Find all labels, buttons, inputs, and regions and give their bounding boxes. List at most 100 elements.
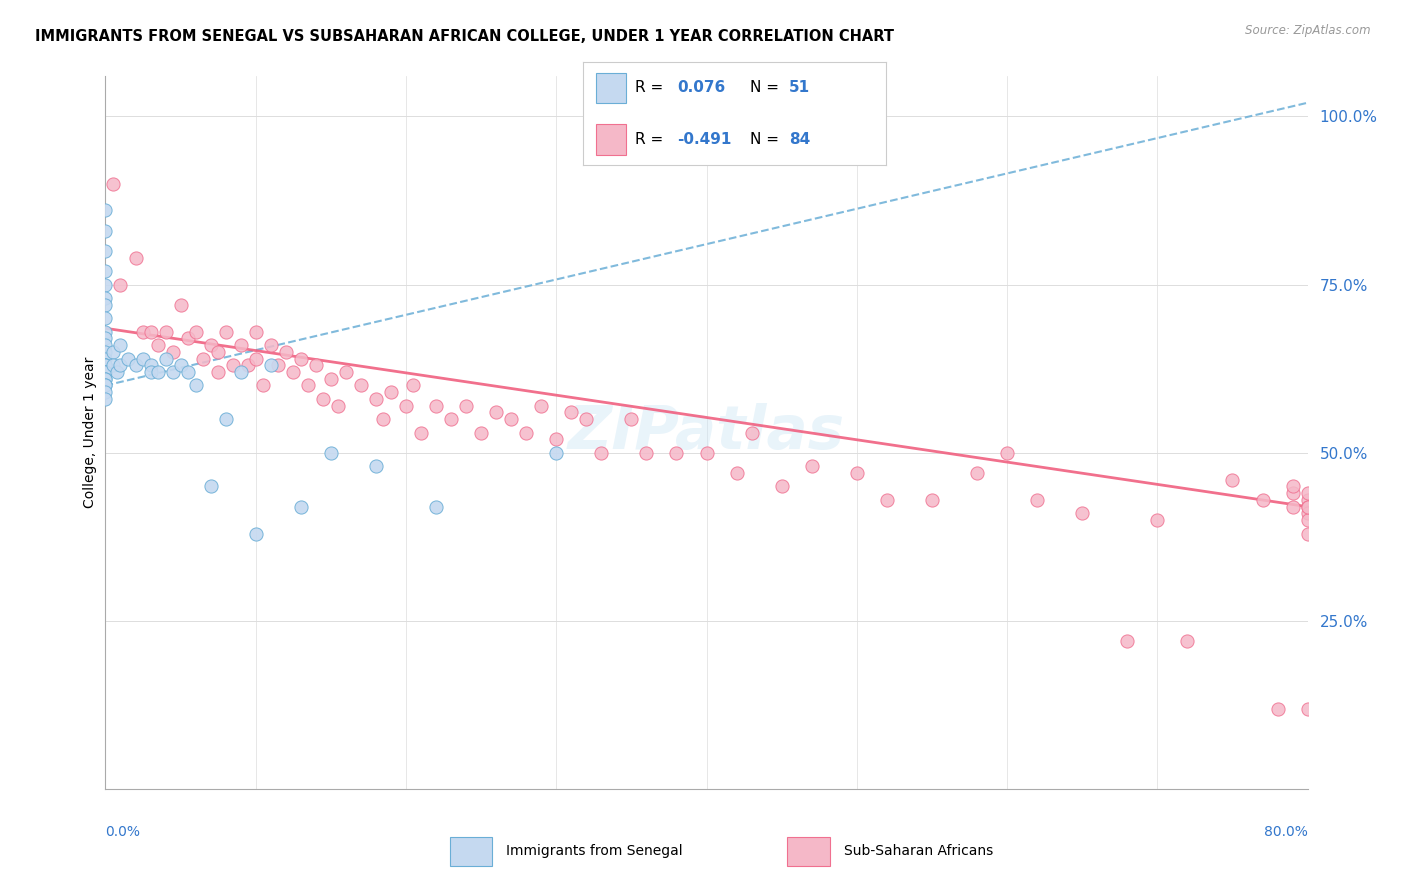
Bar <box>450 837 492 866</box>
Point <box>238 359 260 373</box>
Point <box>1296 513 1319 527</box>
Point <box>1146 513 1168 527</box>
Point <box>1296 526 1319 541</box>
Point <box>1296 486 1319 500</box>
Point <box>139 359 162 373</box>
Point <box>252 378 274 392</box>
Point <box>162 344 184 359</box>
Point <box>94 378 117 392</box>
Point <box>94 331 117 345</box>
Point <box>665 446 688 460</box>
Point <box>200 479 222 493</box>
Point <box>139 325 162 339</box>
Point <box>94 365 117 379</box>
Point <box>470 425 492 440</box>
Text: R =: R = <box>636 132 668 147</box>
Point <box>260 338 283 352</box>
Point <box>155 325 177 339</box>
Point <box>350 378 373 392</box>
Point <box>117 351 139 366</box>
Text: N =: N = <box>749 80 783 95</box>
Point <box>575 412 598 426</box>
Point <box>290 500 312 514</box>
Point <box>290 351 312 366</box>
Point <box>966 466 988 480</box>
Point <box>110 277 132 292</box>
Point <box>995 446 1018 460</box>
Point <box>214 325 236 339</box>
Point <box>94 244 117 258</box>
Point <box>245 325 267 339</box>
Point <box>319 372 342 386</box>
Point <box>184 325 207 339</box>
Point <box>1251 492 1274 507</box>
Point <box>94 264 117 278</box>
Point <box>162 365 184 379</box>
Point <box>169 359 191 373</box>
Point <box>124 251 146 265</box>
Point <box>169 298 191 312</box>
Point <box>620 412 643 426</box>
Point <box>94 224 117 238</box>
Point <box>94 344 117 359</box>
Point <box>1281 500 1303 514</box>
Point <box>132 351 155 366</box>
Point <box>94 365 117 379</box>
Point <box>94 359 117 373</box>
Point <box>94 351 117 366</box>
Point <box>94 203 117 218</box>
Point <box>328 399 350 413</box>
Point <box>440 412 463 426</box>
Point <box>107 365 129 379</box>
Point <box>274 344 297 359</box>
Point <box>94 359 117 373</box>
Point <box>94 291 117 305</box>
Point <box>380 385 402 400</box>
Point <box>741 425 763 440</box>
Point <box>200 338 222 352</box>
Point <box>101 177 124 191</box>
Point <box>229 338 252 352</box>
Point <box>725 466 748 480</box>
Point <box>515 425 537 440</box>
Point <box>1267 701 1289 715</box>
Point <box>395 399 418 413</box>
Point <box>425 500 447 514</box>
Text: Source: ZipAtlas.com: Source: ZipAtlas.com <box>1246 24 1371 37</box>
Point <box>207 344 229 359</box>
Point <box>245 351 267 366</box>
Point <box>146 365 169 379</box>
Point <box>94 372 117 386</box>
Point <box>245 526 267 541</box>
Bar <box>787 837 830 866</box>
Point <box>94 338 117 352</box>
Point <box>94 372 117 386</box>
Point <box>177 365 200 379</box>
Bar <box>596 73 626 103</box>
Point <box>305 359 328 373</box>
Point <box>110 338 132 352</box>
Point <box>214 412 236 426</box>
Text: N =: N = <box>749 132 783 147</box>
Text: Immigrants from Senegal: Immigrants from Senegal <box>506 845 683 858</box>
Point <box>267 359 290 373</box>
Point <box>312 392 335 406</box>
Point <box>1026 492 1049 507</box>
Point <box>800 459 823 474</box>
Point <box>94 325 117 339</box>
Point <box>364 392 387 406</box>
Point <box>260 359 283 373</box>
Point <box>184 378 207 392</box>
Point <box>94 311 117 326</box>
Text: ZIPatlas: ZIPatlas <box>568 403 845 462</box>
Text: 51: 51 <box>789 80 810 95</box>
Point <box>530 399 553 413</box>
Point <box>229 365 252 379</box>
Point <box>1175 634 1198 648</box>
Text: 0.0%: 0.0% <box>105 825 141 839</box>
Point <box>110 359 132 373</box>
Point <box>501 412 523 426</box>
Text: R =: R = <box>636 80 668 95</box>
Point <box>101 344 124 359</box>
Point <box>222 359 245 373</box>
